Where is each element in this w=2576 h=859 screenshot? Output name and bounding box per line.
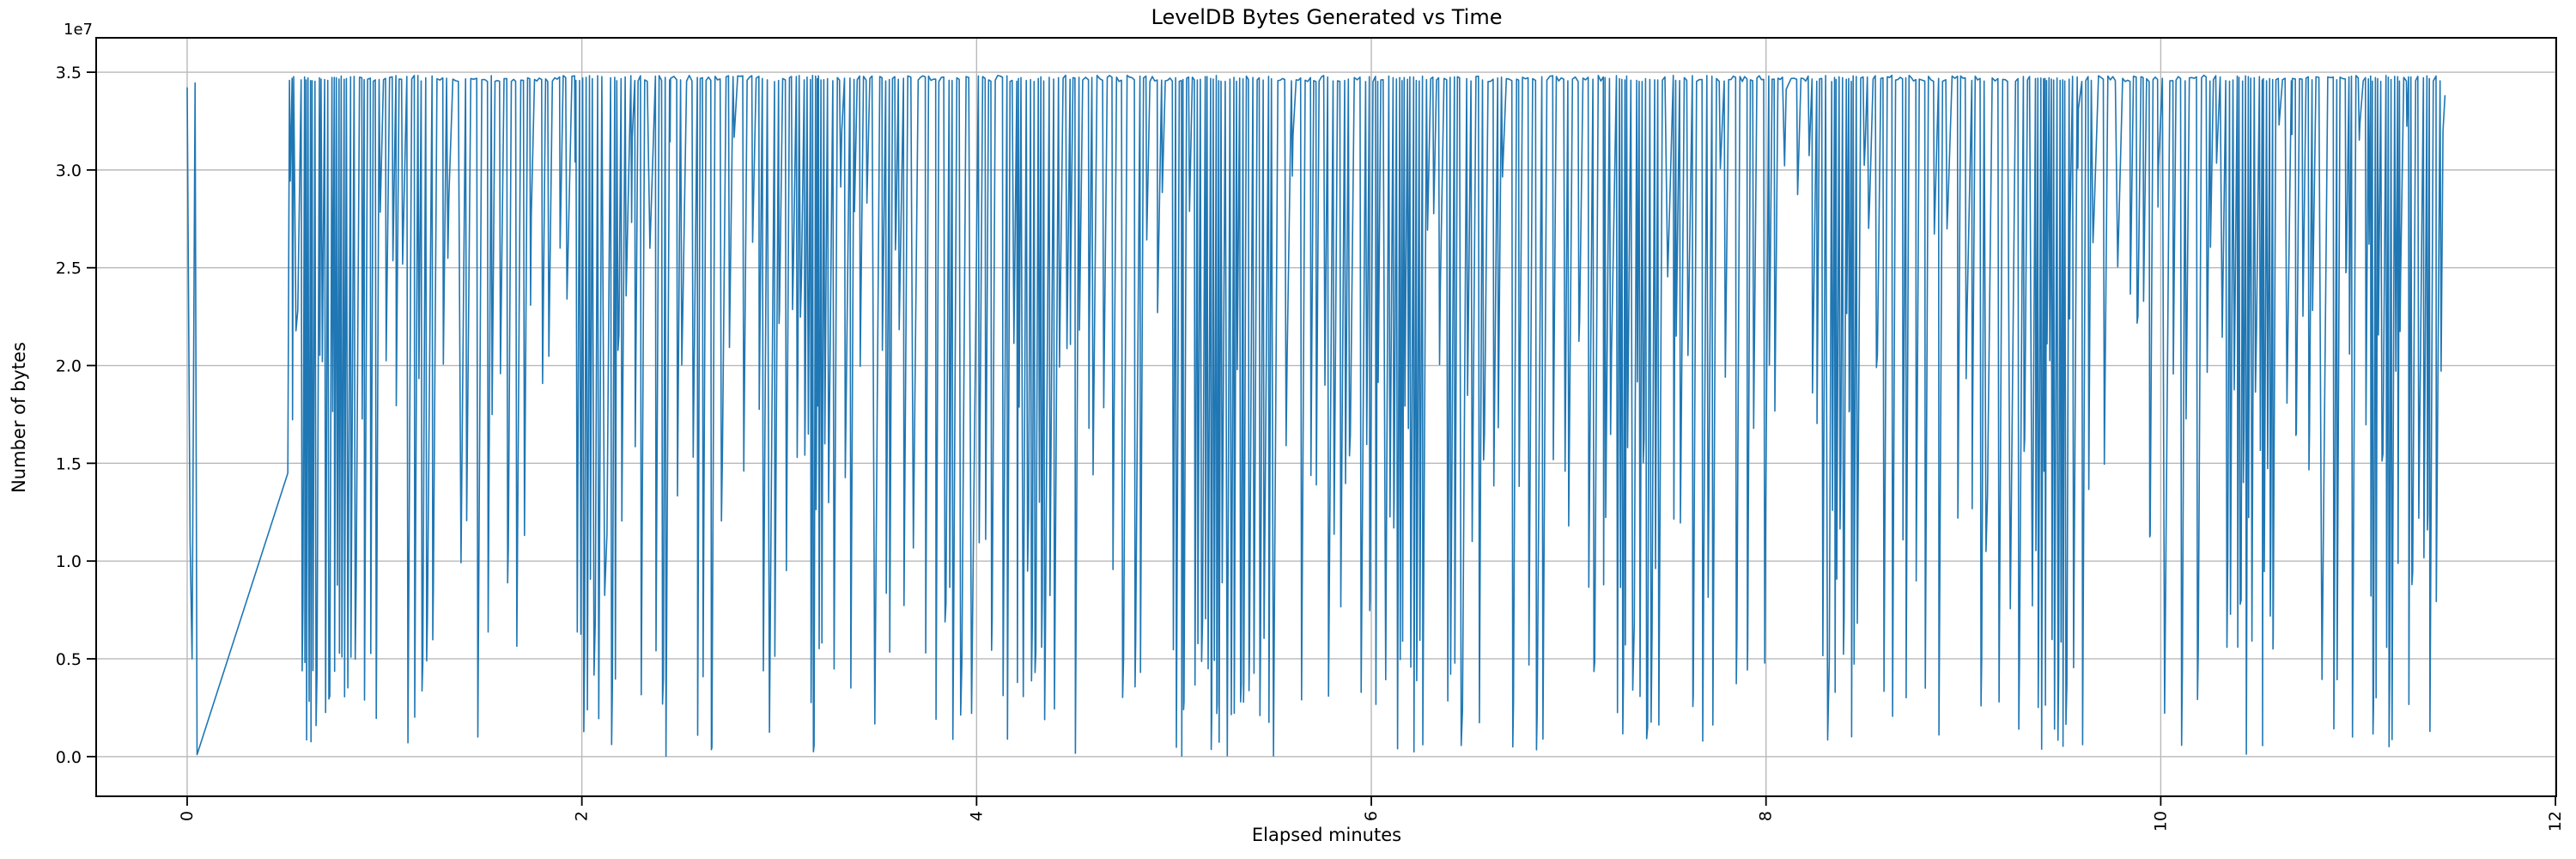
x-tick-label: 10 <box>2151 811 2170 832</box>
y-axis-offset-label: 1e7 <box>64 21 93 39</box>
y-tick-label: 0.5 <box>56 650 82 669</box>
y-axis-label: Number of bytes <box>9 342 29 493</box>
y-tick-label: 2.5 <box>56 259 82 278</box>
x-tick-label: 4 <box>967 811 986 821</box>
x-tick-label: 12 <box>2546 811 2565 832</box>
y-tick-label: 3.0 <box>56 161 82 180</box>
y-tick-label: 2.0 <box>56 357 82 376</box>
x-tick-label: 0 <box>178 811 197 821</box>
series-line <box>186 74 2446 758</box>
y-tick-labels: 0.0 0.5 1.0 1.5 2.0 2.5 3.0 3.5 <box>56 64 82 767</box>
y-tick-label: 3.5 <box>56 64 82 82</box>
tick-marks <box>87 71 2556 806</box>
x-axis-label: Elapsed minutes <box>1251 825 1402 845</box>
axis-spines <box>95 37 2557 797</box>
x-tick-label: 8 <box>1757 811 1776 821</box>
x-tick-label: 6 <box>1362 811 1381 821</box>
y-tick-label: 0.0 <box>56 748 82 767</box>
x-tick-label: 2 <box>573 811 592 821</box>
x-tick-labels: 0 2 4 6 8 10 12 <box>178 811 2565 832</box>
y-tick-label: 1.0 <box>56 552 82 571</box>
chart-title: LevelDB Bytes Generated vs Time <box>1151 5 1503 29</box>
y-tick-label: 1.5 <box>56 454 82 473</box>
